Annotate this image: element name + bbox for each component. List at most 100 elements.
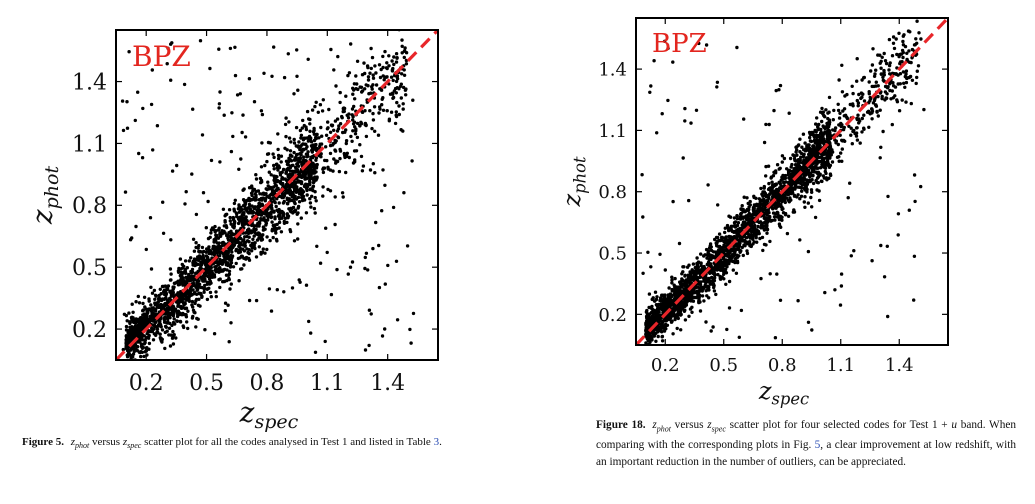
data-point — [807, 149, 812, 154]
data-point — [747, 207, 751, 212]
data-point — [257, 197, 262, 202]
data-point — [131, 332, 135, 336]
data-point — [290, 198, 294, 203]
data-point — [366, 84, 370, 88]
data-point — [735, 234, 739, 238]
data-point — [395, 100, 399, 105]
data-point — [659, 329, 664, 334]
data-point — [383, 183, 387, 187]
data-point — [162, 320, 167, 324]
data-point — [658, 296, 663, 300]
data-point — [243, 201, 247, 205]
data-point — [261, 196, 265, 200]
data-point — [309, 205, 313, 209]
data-point — [403, 49, 407, 53]
data-point — [315, 132, 319, 137]
data-point — [194, 325, 198, 329]
data-point — [153, 293, 158, 297]
data-point — [276, 153, 281, 158]
data-point — [273, 215, 277, 219]
data-point — [901, 39, 905, 44]
data-point — [329, 292, 334, 297]
data-point — [217, 106, 221, 110]
data-point — [318, 103, 323, 107]
data-point — [213, 265, 217, 269]
data-point — [671, 199, 675, 204]
data-point — [354, 74, 358, 78]
data-point — [308, 179, 312, 183]
data-point — [813, 215, 818, 220]
data-point — [283, 216, 288, 220]
data-point — [293, 169, 298, 173]
data-point — [817, 155, 821, 159]
data-point — [711, 325, 715, 329]
data-point — [771, 174, 776, 178]
data-point — [780, 175, 784, 179]
data-point — [206, 199, 210, 204]
data-point — [145, 322, 149, 326]
data-point — [308, 174, 312, 178]
data-point — [259, 233, 263, 237]
data-point — [252, 196, 256, 200]
data-point — [201, 259, 205, 263]
data-point — [305, 193, 309, 197]
data-point — [191, 308, 196, 312]
data-point — [656, 326, 661, 330]
data-point — [792, 193, 797, 197]
data-point — [200, 294, 204, 299]
data-point — [912, 298, 916, 302]
data-point — [246, 210, 250, 214]
data-point — [878, 156, 882, 160]
data-point — [254, 173, 258, 177]
data-point — [171, 320, 176, 325]
data-point — [334, 159, 338, 163]
data-point — [377, 285, 382, 290]
data-point — [143, 350, 147, 354]
data-point — [363, 266, 367, 271]
data-point — [272, 199, 276, 203]
data-point — [287, 156, 291, 160]
data-point — [230, 232, 234, 236]
data-point — [824, 108, 828, 112]
data-point — [751, 234, 755, 239]
data-point — [680, 282, 685, 286]
data-point — [123, 190, 128, 194]
data-point — [759, 223, 764, 227]
data-point — [138, 316, 142, 320]
data-point — [700, 287, 705, 291]
data-point — [371, 111, 375, 116]
data-point — [277, 226, 281, 230]
data-point — [243, 135, 248, 139]
y-tick-label: 0.8 — [72, 194, 107, 219]
data-point — [202, 290, 206, 294]
data-point — [304, 152, 309, 156]
data-point — [198, 266, 202, 271]
data-point — [150, 306, 154, 310]
data-point — [352, 149, 357, 153]
data-point — [681, 289, 685, 293]
data-point — [300, 126, 304, 130]
data-point — [349, 42, 353, 46]
data-point — [288, 191, 292, 195]
data-point — [381, 108, 386, 113]
data-point — [744, 236, 749, 240]
data-point — [762, 186, 766, 190]
data-point — [233, 73, 238, 78]
y-axis-title: zphot — [26, 165, 63, 225]
data-point — [660, 112, 664, 116]
data-point — [735, 253, 739, 257]
data-point — [675, 296, 679, 300]
data-point — [777, 88, 781, 92]
data-point — [837, 159, 841, 163]
data-point — [380, 209, 384, 213]
data-point — [171, 329, 175, 334]
data-point — [900, 98, 904, 102]
data-point — [808, 139, 813, 143]
data-point — [796, 299, 800, 303]
data-point — [733, 256, 738, 261]
data-point — [404, 93, 408, 97]
data-point — [644, 341, 648, 345]
data-point — [191, 314, 195, 319]
data-point — [306, 150, 310, 154]
data-point — [207, 245, 211, 249]
